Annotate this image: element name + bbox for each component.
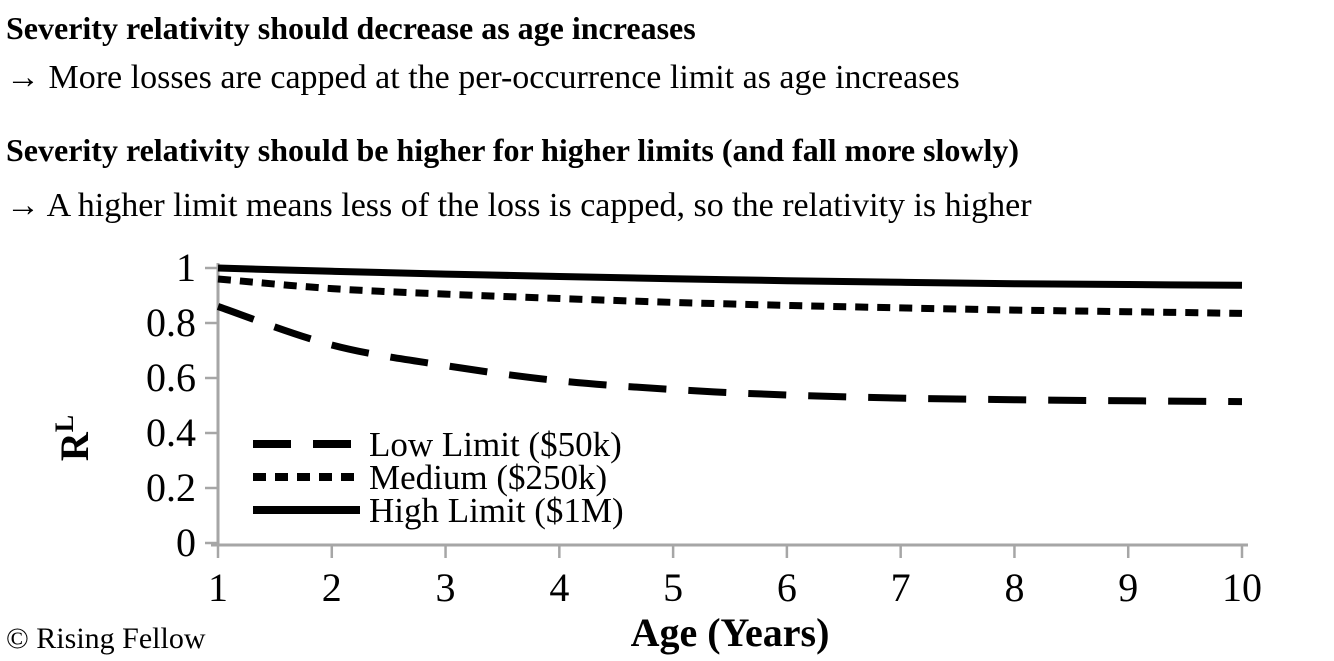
series-low-limit-50k (216, 303, 1243, 406)
x-tick-label: 6 (777, 565, 797, 610)
y-tick-label: 0.6 (146, 355, 196, 400)
x-tick-label: 1 (208, 565, 228, 610)
subline-less-loss-capped: → A higher limit means less of the loss … (6, 187, 1032, 224)
y-tick-label: 0.8 (146, 300, 196, 345)
x-tick-label: 4 (549, 565, 569, 610)
legend-label: Low Limit ($50k) (369, 425, 622, 464)
copyright-footer: © Rising Fellow (6, 622, 206, 655)
x-tick-label: 5 (663, 565, 683, 610)
y-axis-title: RL (50, 415, 97, 461)
x-tick-label: 3 (436, 565, 456, 610)
x-tick-label: 2 (322, 565, 342, 610)
series-medium-250k (217, 275, 1243, 317)
heading-higher-limits: Severity relativity should be higher for… (6, 132, 1020, 168)
y-tick-label: 0.2 (146, 465, 196, 510)
y-tick-label: 0 (176, 520, 196, 565)
x-axis-title: Age (Years) (631, 610, 830, 655)
series-high-limit-1m (217, 264, 1243, 289)
x-tick-label: 9 (1118, 565, 1138, 610)
x-tick-label: 8 (1004, 565, 1024, 610)
severity-relativity-chart: 0 0.2 0.4 0.6 0.8 1 1 2 3 4 5 6 7 8 9 10 RL Age (Years) Lo… (50, 245, 1262, 655)
y-tick-label: 0.4 (146, 410, 196, 455)
x-tick-label: 10 (1222, 565, 1262, 610)
legend-label: High Limit ($1M) (369, 491, 624, 530)
subline-losses-capped: → More losses are capped at the per-occu… (6, 59, 960, 96)
x-tick-label: 7 (891, 565, 911, 610)
y-tick-label: 1 (176, 245, 196, 290)
heading-severity-decrease: Severity relativity should decrease as a… (6, 10, 696, 46)
legend-label: Medium ($250k) (369, 458, 607, 497)
